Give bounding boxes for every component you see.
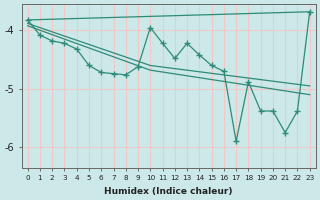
X-axis label: Humidex (Indice chaleur): Humidex (Indice chaleur) bbox=[104, 187, 233, 196]
